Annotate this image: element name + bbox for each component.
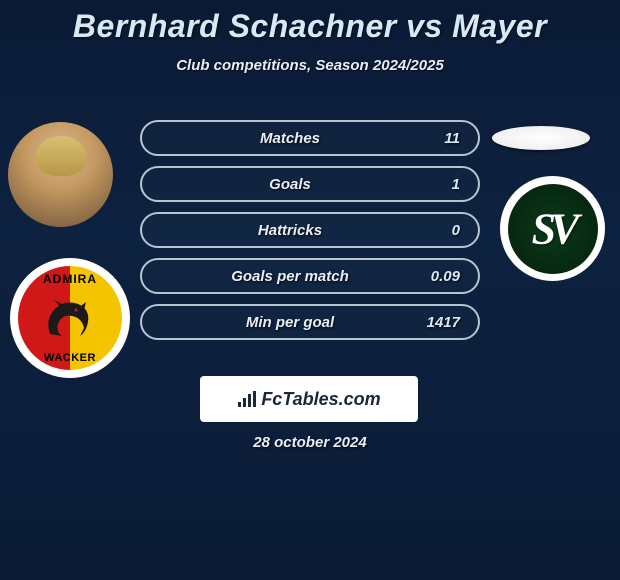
stat-row-mpg: Min per goal 1417 [140, 304, 480, 340]
stat-value: 0 [420, 222, 460, 239]
stats-table: Matches 11 Goals 1 Hattricks 0 Goals per… [140, 120, 480, 350]
bar-chart-icon [237, 390, 257, 408]
club-left-badge: ADMIRA WACKER [10, 258, 130, 378]
stat-label: Goals per match [160, 268, 420, 285]
club-right-monogram: SV [532, 203, 574, 254]
club-left-top-text: ADMIRA [18, 272, 122, 286]
player-right-placeholder [492, 126, 590, 150]
page-title: Bernhard Schachner vs Mayer [0, 0, 620, 45]
stat-label: Goals [160, 176, 420, 193]
infographic-container: Bernhard Schachner vs Mayer Club competi… [0, 0, 620, 470]
stat-label: Min per goal [160, 314, 420, 331]
stat-row-gpm: Goals per match 0.09 [140, 258, 480, 294]
club-right-badge-inner: SV [508, 184, 598, 274]
dragon-icon [40, 294, 100, 344]
brand-text: FcTables.com [261, 389, 380, 410]
date-text: 28 october 2024 [0, 434, 620, 451]
club-right-badge: SV [500, 176, 605, 281]
stat-label: Hattricks [160, 222, 420, 239]
stat-label: Matches [160, 130, 420, 147]
subtitle: Club competitions, Season 2024/2025 [0, 57, 620, 74]
stat-value: 1417 [420, 314, 460, 331]
stat-row-matches: Matches 11 [140, 120, 480, 156]
player-left-avatar [8, 122, 113, 227]
stat-value: 11 [420, 130, 460, 147]
brand-box: FcTables.com [200, 376, 418, 422]
stat-row-goals: Goals 1 [140, 166, 480, 202]
club-left-badge-inner: ADMIRA WACKER [18, 266, 122, 370]
stat-value: 1 [420, 176, 460, 193]
stat-value: 0.09 [420, 268, 460, 285]
stat-row-hattricks: Hattricks 0 [140, 212, 480, 248]
club-left-bottom-text: WACKER [18, 352, 122, 364]
